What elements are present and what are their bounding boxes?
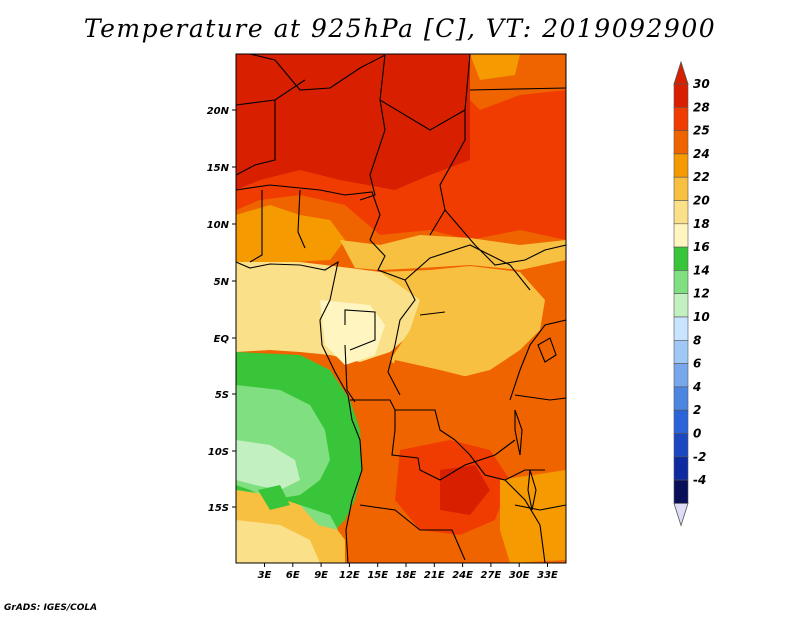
colorbar-swatch — [673, 386, 689, 411]
lon-tick-label: 3E — [258, 570, 272, 581]
colorbar-swatch — [673, 107, 689, 131]
colorbar-label: 16 — [693, 240, 710, 254]
colorbar-swatch — [673, 130, 689, 155]
colorbar-label: 10 — [693, 310, 710, 324]
longitude-axis: 3E 6E 9E 12E 15E 18E 21E 24E 27E 30E 33E — [258, 563, 558, 581]
colorbar-swatch — [673, 456, 689, 481]
lat-tick-label: 10N — [207, 220, 230, 231]
chart-title: Temperature at 925hPa [C], VT: 201909290… — [83, 14, 717, 43]
colorbar-label: 6 — [693, 357, 701, 371]
temperature-field — [236, 54, 566, 563]
lat-tick-label: 10S — [208, 447, 229, 458]
latitude-axis: 20N 15N 10N 5N EQ 5S 10S 15S — [207, 106, 236, 514]
colorbar-swatch — [673, 153, 689, 178]
colorbar-label: 14 — [693, 263, 710, 277]
colorbar-label: -2 — [693, 450, 706, 464]
lon-tick-label: 18E — [396, 570, 417, 581]
lat-tick-label: 20N — [207, 106, 230, 117]
colorbar-label: 20 — [693, 194, 710, 208]
colorbar-label: 18 — [693, 217, 710, 231]
colorbar-swatch — [673, 339, 689, 364]
colorbar-swatch — [673, 479, 689, 504]
colorbar-label: 12 — [693, 287, 710, 301]
colorbar-swatch — [673, 363, 689, 388]
lat-tick-label: 15S — [208, 503, 229, 514]
colorbar-swatch — [673, 270, 689, 294]
lon-tick-label: 15E — [367, 570, 388, 581]
colorbar-bottom-arrow — [673, 502, 689, 527]
colorbar-label: 24 — [693, 147, 710, 161]
colorbar-swatch — [673, 316, 689, 341]
colorbar-swatch — [673, 200, 689, 225]
colorbar-swatch — [673, 246, 689, 271]
grads-credit: GrADS: IGES/COLA — [4, 603, 98, 613]
colorbar-label: 8 — [693, 333, 701, 347]
colorbar-label: 30 — [693, 77, 710, 91]
colorbar-label: 22 — [693, 170, 710, 184]
colorbar-swatch — [673, 293, 689, 318]
colorbar-top-arrow — [673, 60, 689, 85]
lon-tick-label: 33E — [537, 570, 558, 581]
colorbar-swatch — [673, 176, 689, 201]
map-frame — [235, 53, 567, 564]
colorbar-swatch — [673, 433, 689, 458]
lon-tick-label: 21E — [424, 570, 445, 581]
lat-tick-label: 15N — [207, 163, 230, 174]
lon-tick-label: 30E — [509, 570, 530, 581]
lat-tick-label: EQ — [214, 334, 230, 345]
colorbar-label: 4 — [692, 380, 701, 394]
lon-tick-label: 12E — [339, 570, 360, 581]
lon-tick-label: 27E — [481, 570, 502, 581]
lat-tick-label: 5S — [215, 390, 229, 401]
colorbar-label: 0 — [693, 427, 701, 441]
colorbar-label: 25 — [693, 124, 710, 138]
colorbar-swatch — [673, 83, 689, 108]
lon-tick-label: 6E — [286, 570, 300, 581]
colorbar-label: 28 — [693, 100, 710, 114]
lat-tick-label: 5N — [214, 277, 230, 288]
lon-tick-label: 24E — [452, 570, 473, 581]
colorbar-swatch — [673, 409, 689, 434]
lon-tick-label: 9E — [314, 570, 328, 581]
colorbar-label: 2 — [693, 403, 701, 417]
colorbar-swatch — [673, 223, 689, 248]
colorbar-label: -4 — [693, 473, 706, 487]
